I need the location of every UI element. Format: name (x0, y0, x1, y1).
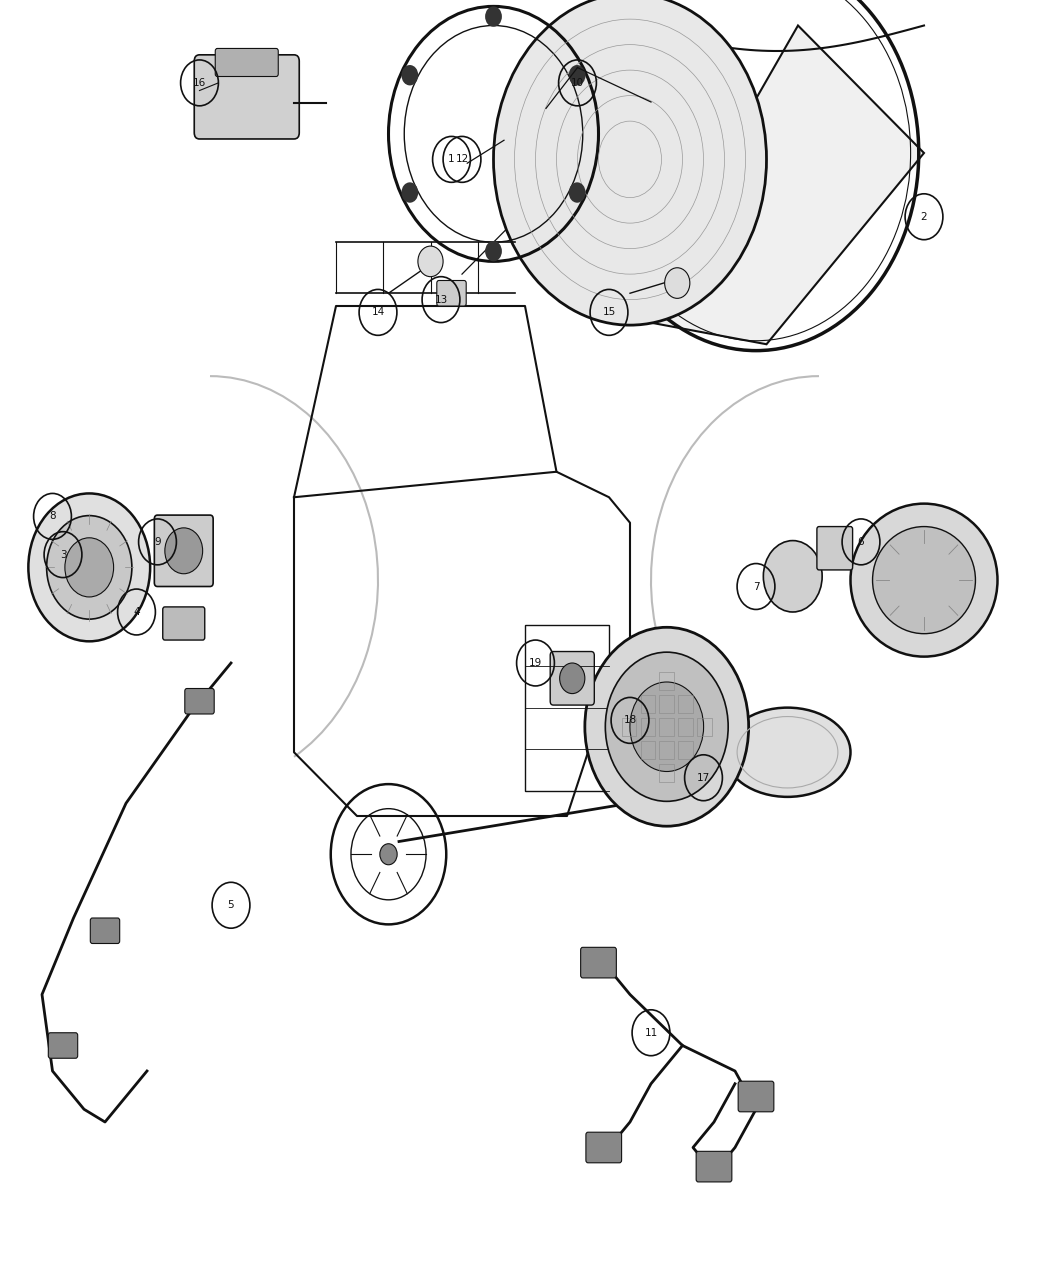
FancyBboxPatch shape (437, 280, 466, 306)
FancyBboxPatch shape (163, 607, 205, 640)
Text: 2: 2 (921, 212, 927, 222)
Circle shape (401, 65, 418, 85)
Polygon shape (630, 26, 924, 344)
FancyBboxPatch shape (90, 918, 120, 944)
Text: 5: 5 (228, 900, 234, 910)
Ellipse shape (724, 708, 851, 797)
Bar (640, 695, 655, 713)
Bar (659, 672, 674, 690)
Text: 6: 6 (858, 537, 864, 547)
Text: 17: 17 (697, 773, 710, 783)
Circle shape (763, 541, 822, 612)
Bar (525, 625, 609, 790)
Bar (697, 718, 712, 736)
Circle shape (605, 653, 729, 802)
FancyBboxPatch shape (48, 1033, 78, 1058)
Circle shape (569, 182, 586, 203)
Ellipse shape (850, 504, 997, 657)
FancyBboxPatch shape (696, 1151, 732, 1182)
FancyBboxPatch shape (586, 1132, 622, 1163)
Text: 4: 4 (133, 607, 140, 617)
Circle shape (28, 493, 150, 641)
Circle shape (65, 538, 113, 597)
Circle shape (569, 65, 586, 85)
Bar (640, 718, 655, 736)
Text: 15: 15 (603, 307, 615, 317)
FancyBboxPatch shape (194, 55, 299, 139)
FancyBboxPatch shape (154, 515, 213, 586)
FancyBboxPatch shape (215, 48, 278, 76)
Circle shape (494, 0, 766, 325)
Text: 12: 12 (456, 154, 468, 164)
Bar (678, 695, 693, 713)
Text: 7: 7 (753, 581, 759, 592)
Text: 19: 19 (529, 658, 542, 668)
Circle shape (46, 515, 132, 620)
FancyBboxPatch shape (581, 947, 616, 978)
Circle shape (585, 627, 749, 826)
Circle shape (401, 182, 418, 203)
Ellipse shape (873, 527, 975, 634)
Circle shape (630, 682, 704, 771)
FancyBboxPatch shape (550, 652, 594, 705)
FancyBboxPatch shape (185, 688, 214, 714)
Circle shape (380, 844, 397, 864)
Text: 10: 10 (571, 78, 584, 88)
Circle shape (560, 663, 585, 694)
Text: 14: 14 (372, 307, 384, 317)
Bar (659, 741, 674, 759)
Bar (678, 741, 693, 759)
Text: 13: 13 (435, 295, 447, 305)
Bar (678, 718, 693, 736)
Bar (659, 764, 674, 782)
Text: 1: 1 (448, 154, 455, 164)
FancyBboxPatch shape (817, 527, 853, 570)
Circle shape (418, 246, 443, 277)
Bar (659, 718, 674, 736)
Bar (640, 741, 655, 759)
Text: 3: 3 (60, 550, 66, 560)
Bar (622, 718, 636, 736)
Circle shape (485, 241, 502, 261)
Circle shape (665, 268, 690, 298)
FancyBboxPatch shape (738, 1081, 774, 1112)
Text: 16: 16 (193, 78, 206, 88)
Circle shape (165, 528, 203, 574)
Circle shape (485, 6, 502, 27)
Bar (659, 695, 674, 713)
Text: 11: 11 (645, 1028, 657, 1038)
Text: 9: 9 (154, 537, 161, 547)
Text: 8: 8 (49, 511, 56, 521)
Text: 18: 18 (624, 715, 636, 725)
